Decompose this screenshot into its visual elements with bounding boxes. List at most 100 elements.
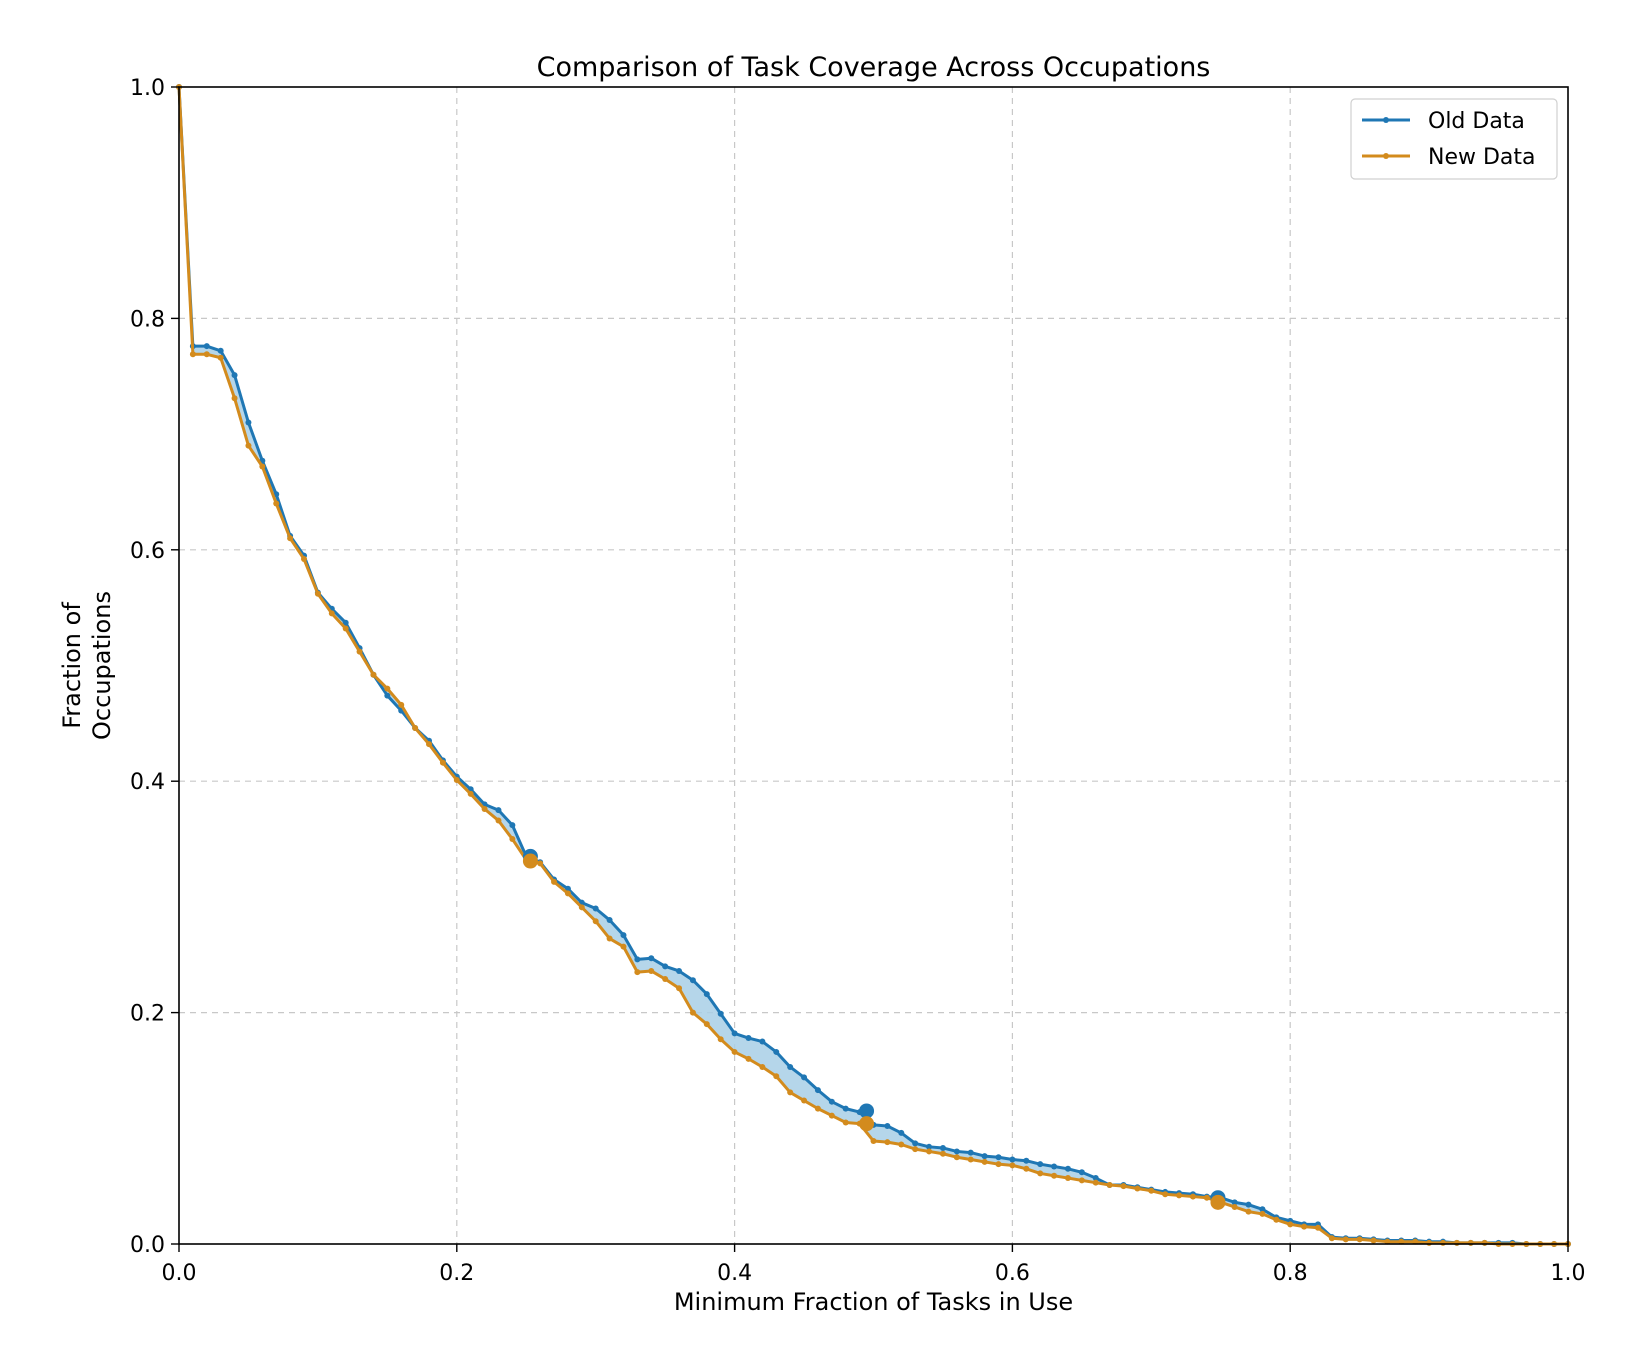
data-point-new-data [1203,1194,1210,1201]
x-tick-label: 0.0 [162,1261,197,1286]
data-point-new-data [606,935,613,942]
legend-label-old-data: Old Data [1428,109,1525,134]
data-point-old-data [787,1063,794,1070]
y-axis-label-line-2: Occupations [88,591,116,740]
data-point-new-data [1245,1208,1252,1215]
data-point-new-data [1106,1181,1113,1188]
data-point-new-data [828,1112,835,1119]
data-point-new-data [870,1138,877,1145]
data-point-new-data [967,1156,974,1163]
y-tick-label: 0.8 [130,307,165,332]
y-tick-label: 0.4 [130,770,165,795]
data-point-new-data [551,878,558,885]
data-point-new-data [1481,1239,1488,1246]
data-point-new-data [995,1161,1002,1168]
data-point-new-data [398,701,405,708]
data-point-new-data [467,790,474,797]
data-point-new-data [814,1105,821,1112]
data-point-new-data [1398,1238,1405,1245]
chart-title: Comparison of Task Coverage Across Occup… [537,52,1211,83]
data-point-old-data [1009,1156,1016,1163]
data-point-new-data [801,1097,808,1104]
data-point-new-data [912,1146,919,1153]
data-point-old-data [231,372,238,379]
data-point-new-data [564,890,571,897]
highlight-point-old-data [859,1103,875,1119]
highlight-point-new-data [859,1116,875,1132]
data-point-old-data [1051,1163,1058,1170]
data-point-new-data [1370,1237,1377,1244]
data-point-new-data [1273,1216,1280,1223]
data-point-old-data [773,1048,780,1055]
data-point-new-data [1120,1183,1127,1190]
data-point-new-data [676,985,683,992]
data-point-new-data [981,1158,988,1165]
data-point-new-data [953,1154,960,1161]
highlight-point-new-data [522,853,538,869]
data-point-old-data [245,419,252,426]
data-point-old-data [384,692,391,699]
data-point-new-data [1328,1235,1335,1242]
data-point-old-data [1023,1157,1030,1164]
data-point-new-data [1287,1221,1294,1228]
data-point-old-data [801,1074,808,1081]
x-tick-label: 0.4 [717,1261,752,1286]
data-point-new-data [217,354,224,361]
x-tick-label: 0.8 [1273,1261,1308,1286]
data-point-new-data [1148,1187,1155,1194]
x-axis-label: Minimum Fraction of Tasks in Use [674,1288,1073,1316]
data-point-old-data [592,905,599,912]
data-point-new-data [245,442,252,449]
data-point-new-data [426,741,433,748]
data-point-new-data [745,1055,752,1062]
data-point-new-data [537,860,544,867]
data-point-new-data [1189,1193,1196,1200]
data-point-new-data [1009,1162,1016,1169]
data-point-old-data [1231,1199,1238,1206]
data-point-old-data [1037,1161,1044,1168]
data-point-new-data [787,1089,794,1096]
data-point-new-data [301,556,308,563]
data-point-new-data [342,625,349,632]
data-point-old-data [634,956,641,963]
x-tick-label: 0.6 [995,1261,1030,1286]
data-point-new-data [898,1141,905,1148]
data-point-new-data [314,590,321,597]
data-point-old-data [703,991,710,998]
data-point-new-data [842,1119,849,1126]
data-point-new-data [287,535,294,542]
data-point-new-data [189,351,196,358]
data-point-old-data [995,1154,1002,1161]
data-point-old-data [731,1030,738,1037]
plot-frame [178,86,1569,1245]
data-point-old-data [926,1143,933,1150]
legend-marker-old-data [1383,117,1389,123]
data-point-old-data [1245,1201,1252,1208]
data-point-new-data [1412,1238,1419,1245]
grid-lines [179,87,1568,1244]
data-point-new-data [1439,1239,1446,1246]
data-point-old-data [939,1144,946,1151]
data-point-old-data [759,1038,766,1045]
data-point-old-data [967,1149,974,1156]
data-point-old-data [717,1010,724,1017]
data-point-old-data [953,1148,960,1155]
data-point-new-data [1078,1177,1085,1184]
x-tick-label: 0.2 [439,1261,474,1286]
data-point-old-data [981,1153,988,1160]
highlight-point-new-data [1210,1194,1226,1210]
data-point-new-data [939,1150,946,1157]
data-point-new-data [1342,1236,1349,1243]
data-point-new-data [453,777,460,784]
data-point-new-data [273,500,280,507]
data-point-old-data [662,963,669,970]
data-point-old-data [912,1140,919,1147]
data-point-old-data [814,1087,821,1094]
data-point-old-data [884,1122,891,1129]
data-point-new-data [481,805,488,812]
y-tick-label: 0.2 [130,1002,165,1027]
data-point-old-data [495,807,502,814]
data-point-new-data [703,1021,710,1028]
data-point-new-data [370,671,377,678]
data-point-new-data [1134,1185,1141,1192]
